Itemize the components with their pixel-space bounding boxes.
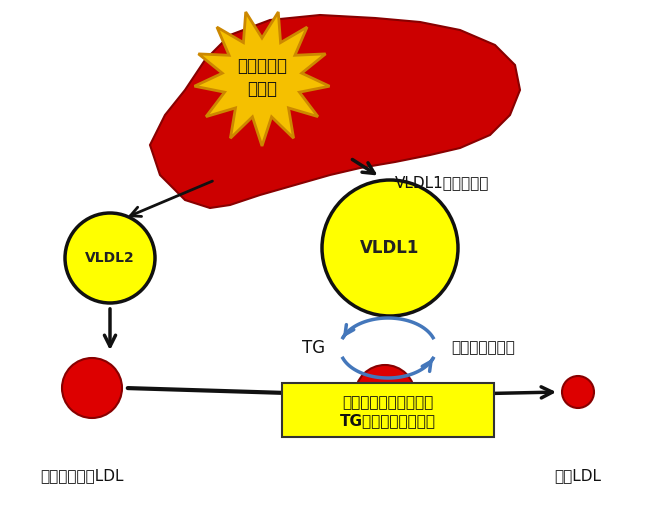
Text: コレステロール: コレステロール: [451, 340, 515, 355]
Text: コレステロールが減り: コレステロールが減り: [342, 395, 434, 410]
Text: インスリン: インスリン: [237, 57, 287, 75]
Text: 正常サイズのLDL: 正常サイズのLDL: [40, 468, 124, 483]
Circle shape: [562, 376, 594, 408]
Polygon shape: [195, 12, 330, 146]
Text: VLDL1の分泌増加: VLDL1の分泌増加: [395, 176, 489, 191]
Polygon shape: [150, 15, 520, 208]
Text: TG: TG: [302, 339, 325, 357]
Text: 抗抗性: 抗抗性: [247, 80, 277, 98]
Circle shape: [355, 365, 415, 425]
Circle shape: [322, 180, 458, 316]
Text: VLDL1: VLDL1: [360, 239, 420, 257]
Circle shape: [62, 358, 122, 418]
Circle shape: [65, 213, 155, 303]
Text: TGは酵素分解される: TGは酵素分解される: [340, 413, 436, 428]
FancyBboxPatch shape: [282, 383, 494, 437]
Text: VLDL2: VLDL2: [85, 251, 135, 265]
Text: 小型LDL: 小型LDL: [555, 468, 602, 483]
